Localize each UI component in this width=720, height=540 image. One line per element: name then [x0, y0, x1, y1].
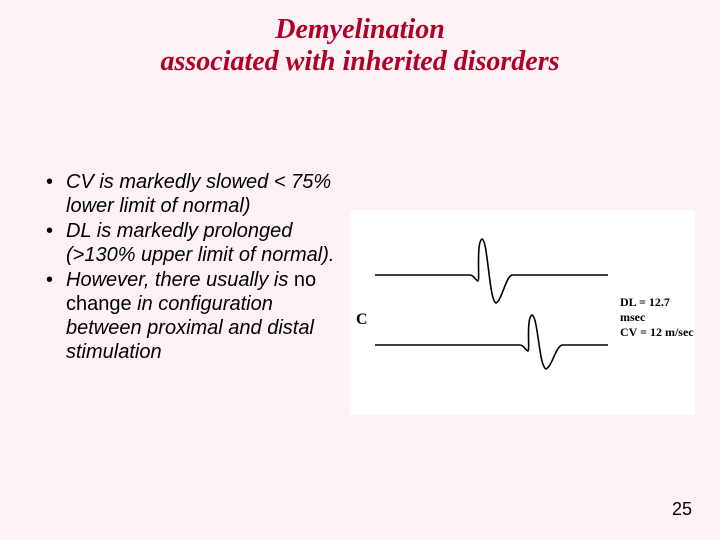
bullet-text: DL is markedly prolonged (>130% upper li… [66, 220, 334, 266]
list-item: CV is markedly slowed < 75% lower limit … [40, 170, 340, 218]
list-item: However, there usually is no change in c… [40, 268, 340, 364]
bullet-text: However, there usually is [66, 269, 294, 291]
bullet-list: CV is markedly slowed < 75% lower limit … [40, 170, 340, 364]
waveform-trace [375, 239, 608, 303]
annotation-dl: DL = 12.7 msec [620, 295, 670, 324]
title-line-1: Demyelination [275, 14, 445, 45]
page-number: 25 [672, 499, 692, 520]
waveform-figure: C DL = 12.7 msec CV = 12 m/sec [350, 210, 695, 415]
annotation-cv: CV = 12 m/sec [620, 325, 694, 339]
waveform-trace [375, 315, 608, 369]
slide-title: Demyelination associated with inherited … [0, 0, 720, 78]
panel-label: C [356, 310, 368, 330]
list-item: DL is markedly prolonged (>130% upper li… [40, 219, 340, 267]
bullet-text: CV is markedly slowed < 75% lower limit … [66, 171, 331, 217]
figure-annotation: DL = 12.7 msec CV = 12 m/sec [620, 295, 695, 340]
bullet-list-region: CV is markedly slowed < 75% lower limit … [40, 170, 340, 365]
title-line-2: associated with inherited disorders [160, 46, 559, 77]
